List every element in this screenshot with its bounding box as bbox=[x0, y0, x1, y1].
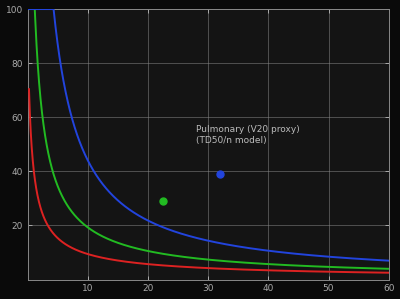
Text: Pulmonary (V20 proxy)
(TD50/n model): Pulmonary (V20 proxy) (TD50/n model) bbox=[196, 125, 300, 145]
